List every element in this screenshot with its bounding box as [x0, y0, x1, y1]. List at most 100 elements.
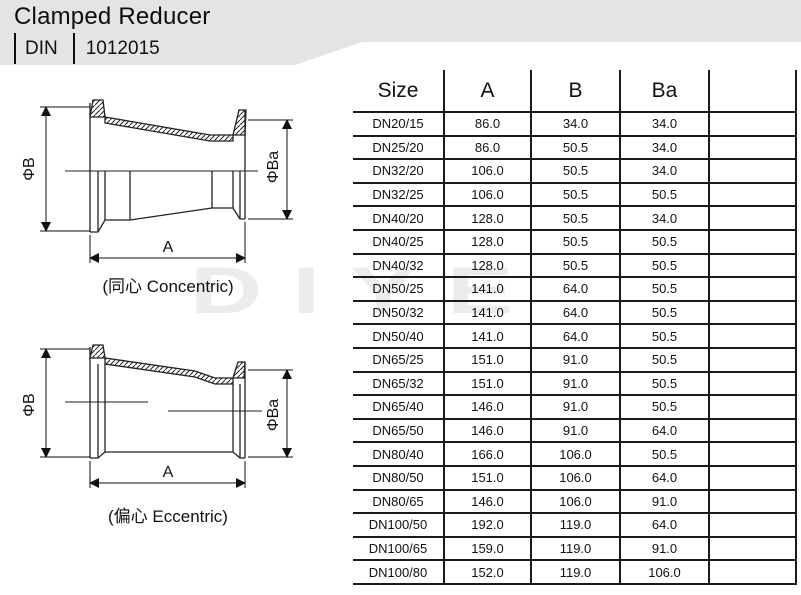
table-cell: DN20/15 [353, 112, 445, 137]
table-cell: DN80/50 [353, 465, 445, 491]
divider-bar [14, 33, 16, 64]
table-cell: DN40/25 [353, 229, 445, 255]
table-cell: 91.0 [531, 347, 621, 373]
table-cell: DN80/65 [353, 489, 445, 515]
table-row: DN50/25 141.0 64.0 50.5 [353, 277, 797, 302]
table-row: DN65/40 146.0 91.0 50.5 [353, 395, 797, 420]
table-cell [709, 513, 797, 538]
table-cell: DN65/25 [353, 347, 445, 373]
table-cell: 34.0 [620, 112, 710, 137]
table-cell: 141.0 [444, 300, 532, 326]
table-row: DN20/15 86.0 34.0 34.0 [353, 112, 797, 137]
table-cell: 146.0 [444, 418, 532, 444]
table-row: DN50/40 141.0 64.0 50.5 [353, 324, 797, 349]
table-cell: 151.0 [444, 347, 532, 373]
table-cell [709, 112, 797, 137]
concentric-caption: (同心 Concentric) [102, 277, 233, 296]
table-cell: 106.0 [444, 159, 532, 184]
table-row: DN25/20 86.0 50.5 34.0 [353, 135, 797, 161]
dim-label-phi-ba: ΦBa [265, 399, 282, 431]
page-title: Clamped Reducer [14, 3, 211, 30]
table-cell [709, 206, 797, 231]
eccentric-reducer-drawing: ΦB ΦBa A (偏心 Eccentric) [21, 344, 293, 526]
table-cell: 166.0 [444, 442, 532, 467]
table-cell: DN65/32 [353, 371, 445, 397]
table-cell: 128.0 [444, 253, 532, 279]
table-cell: DN50/32 [353, 300, 445, 326]
table-cell: 146.0 [444, 489, 532, 515]
table-cell [709, 395, 797, 420]
table-row: DN80/65 146.0 106.0 91.0 [353, 489, 797, 515]
table-cell: DN65/40 [353, 395, 445, 420]
divider-bar [72, 33, 75, 64]
table-cell: 50.5 [531, 182, 621, 208]
table-header-row: Size A B Ba [353, 70, 797, 113]
table-cell: 64.0 [620, 513, 710, 538]
table-row: DN65/50 146.0 91.0 64.0 [353, 418, 797, 444]
table-cell: 64.0 [531, 324, 621, 349]
table-cell [709, 135, 797, 161]
table-cell: 128.0 [444, 206, 532, 231]
table-cell [709, 300, 797, 326]
col-header-ba: Ba [620, 70, 710, 113]
col-header-empty [709, 70, 797, 113]
table-row: DN50/32 141.0 64.0 50.5 [353, 300, 797, 326]
table-cell: 50.5 [620, 229, 710, 255]
table-row: DN40/25 128.0 50.5 50.5 [353, 229, 797, 255]
table-cell: 50.5 [620, 371, 710, 397]
standard-row: DIN 1012015 [14, 33, 160, 64]
table-row: DN32/25 106.0 50.5 50.5 [353, 182, 797, 208]
table-cell: 50.5 [620, 442, 710, 467]
col-header-a: A [444, 70, 532, 113]
dim-label-phi-b: ΦB [21, 157, 38, 180]
table-cell: 34.0 [620, 206, 710, 231]
table-cell: 91.0 [620, 489, 710, 515]
table-cell: 106.0 [531, 489, 621, 515]
table-cell: 141.0 [444, 324, 532, 349]
table-row: DN40/20 128.0 50.5 34.0 [353, 206, 797, 231]
table-cell: DN25/20 [353, 135, 445, 161]
table-cell: 106.0 [444, 182, 532, 208]
table-cell [709, 182, 797, 208]
dim-label-phi-ba: ΦBa [265, 151, 282, 183]
table-cell [709, 465, 797, 491]
table-cell: 159.0 [444, 536, 532, 562]
table-cell: 64.0 [531, 277, 621, 302]
table-cell: 146.0 [444, 395, 532, 420]
table-cell: 106.0 [620, 560, 710, 585]
table-cell: 91.0 [531, 395, 621, 420]
dimension-lines [40, 348, 293, 488]
table-row: DN80/50 151.0 106.0 64.0 [353, 465, 797, 491]
table-cell [709, 560, 797, 585]
eccentric-outline [89, 344, 246, 459]
table-cell: DN100/65 [353, 536, 445, 562]
table-cell [709, 536, 797, 562]
table-cell: 119.0 [531, 560, 621, 585]
table-cell: 50.5 [531, 253, 621, 279]
table-cell: DN40/32 [353, 253, 445, 279]
table-cell: DN80/40 [353, 442, 445, 467]
table-row: DN100/80 152.0 119.0 106.0 [353, 560, 797, 585]
table-cell: 50.5 [620, 277, 710, 302]
table-cell: 34.0 [531, 112, 621, 137]
standard-code: 1012015 [85, 37, 160, 59]
dim-label-a: A [163, 464, 174, 481]
table-cell: 119.0 [531, 513, 621, 538]
concentric-outline [89, 99, 247, 233]
table-cell: 141.0 [444, 277, 532, 302]
table-cell: 50.5 [620, 324, 710, 349]
table-cell: 50.5 [620, 347, 710, 373]
table-cell: 50.5 [620, 253, 710, 279]
table-cell [709, 418, 797, 444]
table-cell: DN32/25 [353, 182, 445, 208]
col-header-b: B [531, 70, 621, 113]
table-cell: DN50/25 [353, 277, 445, 302]
table-cell: 50.5 [620, 395, 710, 420]
concentric-reducer-drawing: ΦB ΦBa A (同心 Concentric) [21, 99, 293, 296]
table-cell: 64.0 [531, 300, 621, 326]
table-cell: 64.0 [620, 418, 710, 444]
table-cell [709, 159, 797, 184]
table-cell [709, 229, 797, 255]
table-cell: DN50/40 [353, 324, 445, 349]
